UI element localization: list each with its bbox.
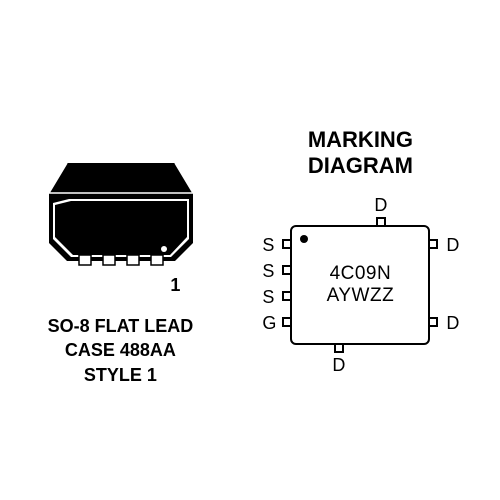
marking-panel: MARKING DIAGRAM 4C09N AYWZZ SSSGDDDD [231,20,490,480]
chip-marking-line-1: 4C09N [330,263,392,285]
pin-top [376,217,386,227]
pin-label-left: S [262,261,274,282]
package-panel: 1 SO-8 FLAT LEAD CASE 488AA STYLE 1 [10,20,231,480]
pin-label-left: G [262,313,276,334]
pin-left [282,239,292,249]
caption-line-3: STYLE 1 [48,363,194,387]
pin-label-top: D [374,195,387,216]
pin1-label: 1 [170,275,180,296]
pin-right [428,239,438,249]
chip-outline: 4C09N AYWZZ [290,225,430,345]
pin-label-left: S [262,287,274,308]
pin-left [282,291,292,301]
marking-title-line-2: DIAGRAM [308,153,413,179]
pin-label-right: D [446,313,459,334]
pin-bottom [334,343,344,353]
marking-title: MARKING DIAGRAM [308,127,413,180]
pin-right [428,317,438,327]
chip-marking-line-2: AYWZZ [327,285,395,307]
pin-left [282,265,292,275]
caption-line-1: SO-8 FLAT LEAD [48,314,194,338]
pin-label-bottom: D [332,355,345,376]
pin1-dot-icon [300,235,308,243]
package-3d-icon [35,143,205,273]
marking-title-line-1: MARKING [308,127,413,153]
pin-label-left: S [262,235,274,256]
caption-line-2: CASE 488AA [48,338,194,362]
pinout-diagram: 4C09N AYWZZ SSSGDDDD [250,203,470,373]
pin-left [282,317,292,327]
package-caption: SO-8 FLAT LEAD CASE 488AA STYLE 1 [48,314,194,387]
pin-label-right: D [446,235,459,256]
